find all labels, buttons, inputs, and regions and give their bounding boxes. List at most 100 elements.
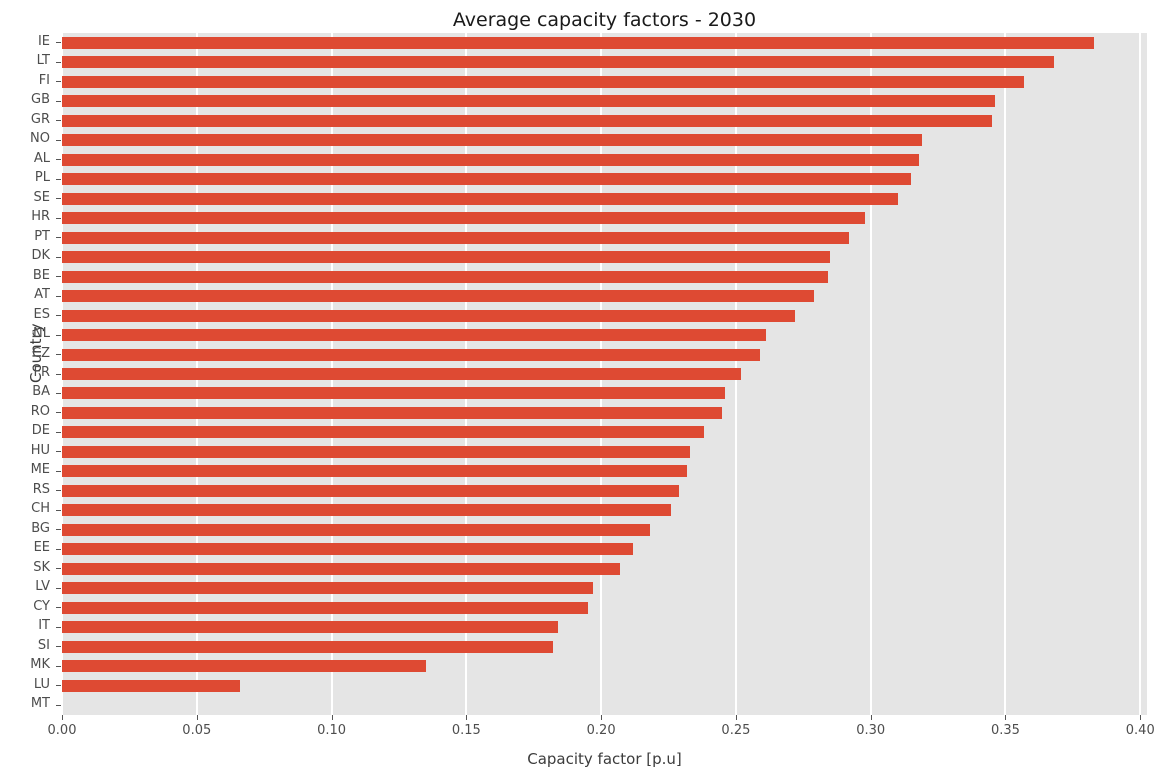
- bar-row: [62, 598, 1147, 617]
- bar-HR: [62, 212, 866, 225]
- bar-row: [62, 520, 1147, 539]
- bar-DK: [62, 251, 831, 264]
- bar-IT: [62, 621, 558, 634]
- y-tick-mark: [56, 256, 61, 258]
- x-tick-label-0.15: 0.15: [451, 723, 481, 738]
- gridline: [869, 33, 872, 715]
- bar-row: [62, 267, 1147, 286]
- bar-CZ: [62, 348, 761, 361]
- x-tick-label-0.10: 0.10: [317, 723, 347, 738]
- bar-row: [62, 423, 1147, 442]
- bar-row: [62, 384, 1147, 403]
- bar-HU: [62, 445, 691, 458]
- x-tick-mark: [62, 715, 63, 720]
- bar-FI: [62, 75, 1025, 88]
- bar-row: [62, 33, 1147, 52]
- y-tick-mark: [56, 237, 61, 239]
- bar-row: [62, 501, 1147, 520]
- y-tick-mark: [56, 470, 61, 472]
- y-tick-mark: [56, 548, 61, 550]
- bar-row: [62, 462, 1147, 481]
- bar-row: [62, 169, 1147, 188]
- y-tick-mark: [56, 704, 61, 706]
- bar-CH: [62, 504, 672, 517]
- bar-row: [62, 52, 1147, 71]
- bar-LV: [62, 582, 594, 595]
- bar-LT: [62, 56, 1054, 69]
- y-tick-mark: [56, 646, 61, 648]
- bar-row: [62, 306, 1147, 325]
- y-tick-mark: [56, 159, 61, 161]
- chart-title: Average capacity factors - 2030: [452, 9, 757, 31]
- bar-row: [62, 286, 1147, 305]
- y-tick-mark: [56, 373, 61, 375]
- x-tick-label-0.20: 0.20: [586, 723, 616, 738]
- y-tick-mark: [56, 139, 61, 141]
- x-tick-label-0.25: 0.25: [721, 723, 751, 738]
- y-tick-mark: [56, 217, 61, 219]
- bar-row: [62, 403, 1147, 422]
- x-tick-mark: [331, 715, 333, 720]
- bar-row: [62, 189, 1147, 208]
- y-tick-mark: [56, 276, 61, 278]
- bar-CY: [62, 601, 588, 614]
- bar-SK: [62, 562, 620, 575]
- bar-EE: [62, 543, 634, 556]
- bar-row: [62, 579, 1147, 598]
- bar-row: [62, 130, 1147, 149]
- bar-LU: [62, 679, 240, 692]
- x-tick-mark: [601, 715, 603, 720]
- y-tick-mark: [56, 451, 61, 453]
- gridline: [1139, 33, 1142, 715]
- bar-GR: [62, 114, 992, 127]
- bar-row: [62, 637, 1147, 656]
- y-tick-mark: [56, 61, 61, 63]
- y-tick-mark: [56, 490, 61, 492]
- x-tick-label-0.40: 0.40: [1125, 723, 1155, 738]
- y-tick-mark: [56, 354, 61, 355]
- y-tick-mark: [56, 100, 61, 102]
- bar-row: [62, 325, 1147, 344]
- gridline: [1004, 33, 1007, 715]
- y-tick-mark: [56, 392, 61, 394]
- y-tick-mark: [56, 607, 61, 609]
- bar-row: [62, 442, 1147, 461]
- bar-AT: [62, 290, 815, 303]
- bar-row: [62, 247, 1147, 266]
- bar-row: [62, 208, 1147, 227]
- x-tick-label-0.35: 0.35: [990, 723, 1020, 738]
- y-tick-mark: [56, 509, 61, 511]
- bar-BG: [62, 523, 650, 536]
- x-tick-mark: [196, 715, 198, 720]
- bar-row: [62, 111, 1147, 130]
- bar-IE: [62, 36, 1095, 49]
- bar-row: [62, 540, 1147, 559]
- y-tick-mark: [56, 120, 61, 122]
- bar-FR: [62, 367, 742, 380]
- bar-NO: [62, 134, 922, 147]
- bar-row: [62, 657, 1147, 676]
- x-tick-mark: [870, 715, 872, 720]
- bar-SE: [62, 192, 898, 205]
- bar-MK: [62, 660, 426, 673]
- bar-AL: [62, 153, 920, 166]
- y-tick-mark: [56, 529, 61, 531]
- bar-row: [62, 559, 1147, 578]
- x-tick-mark: [466, 715, 468, 720]
- y-tick-mark: [56, 412, 61, 414]
- x-tick-mark: [1005, 715, 1007, 720]
- bar-row: [62, 91, 1147, 110]
- bar-row: [62, 676, 1147, 695]
- bar-row: [62, 228, 1147, 247]
- bar-ES: [62, 309, 796, 322]
- x-axis-label: Capacity factor [p.u]: [527, 750, 682, 768]
- bar-BE: [62, 270, 828, 283]
- bar-PL: [62, 173, 912, 186]
- x-tick-mark: [1140, 715, 1142, 720]
- bar-BA: [62, 387, 726, 400]
- bar-PT: [62, 231, 850, 244]
- y-tick-mark: [56, 178, 61, 180]
- y-tick-mark: [56, 198, 61, 200]
- bar-NL: [62, 329, 766, 342]
